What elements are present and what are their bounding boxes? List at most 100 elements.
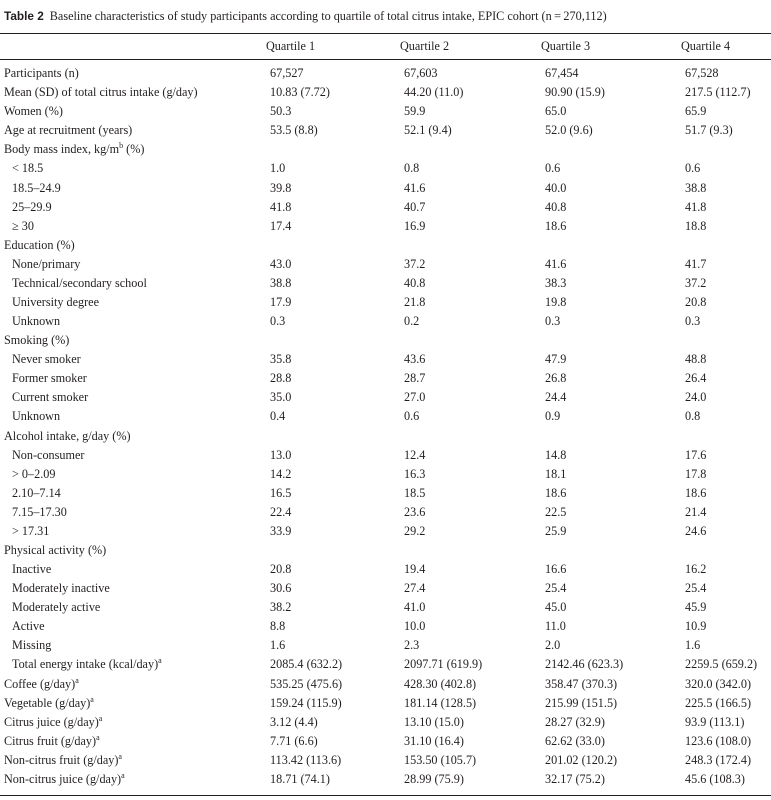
cell-quartile-1: 38.2 xyxy=(270,600,292,615)
cell-quartile-2: 23.6 xyxy=(404,504,426,519)
cell-quartile-1: 38.8 xyxy=(270,275,292,290)
cell-quartile-1 xyxy=(270,236,404,255)
cell-quartile-1: 18.71 (74.1) xyxy=(270,771,330,786)
row-label-text: Citrus juice (g/day) xyxy=(4,714,99,729)
table-row: Never smoker 35.8 43.6 47.9 48.8 xyxy=(0,350,771,369)
table-row: 25–29.9 41.8 40.7 40.8 41.8 xyxy=(0,198,771,217)
row-label: Non-citrus fruit (g/day)a xyxy=(0,751,270,770)
row-label: > 0–2.09 xyxy=(0,465,270,484)
cell-quartile-3: 52.0 (9.6) xyxy=(545,123,593,138)
row-label: Moderately active xyxy=(0,598,270,617)
row-label: Former smoker xyxy=(0,369,270,388)
cell-quartile-2 xyxy=(404,140,545,159)
table-row: Vegetable (g/day)a 159.24 (115.9) 181.14 (… xyxy=(0,694,771,713)
cell-quartile-2: 19.4 xyxy=(404,562,426,577)
cell-quartile-1: 8.8 xyxy=(270,619,286,634)
row-label-text: Physical activity (%) xyxy=(4,542,107,557)
cell-quartile-2: 153.50 (105.7) xyxy=(404,752,477,767)
cell-quartile-1: 1.6 xyxy=(270,638,286,653)
table-row: Current smoker 35.0 27.0 24.4 24.0 xyxy=(0,388,771,407)
table-row: Non-citrus juice (g/day)a 18.71 (74.1) 28.… xyxy=(0,770,771,789)
cell-quartile-2: 31.10 (16.4) xyxy=(404,733,464,748)
table-row: Moderately active 38.2 41.0 45.0 45.9 xyxy=(0,598,771,617)
cell-quartile-3: 215.99 (151.5) xyxy=(545,695,618,710)
cell-quartile-4: 16.2 xyxy=(685,562,707,577)
cell-quartile-3: 25.9 xyxy=(545,523,567,538)
cell-quartile-3: 32.17 (75.2) xyxy=(545,771,605,786)
cell-quartile-2 xyxy=(404,236,545,255)
table-caption: Table 2 Baseline characteristics of study… xyxy=(4,9,764,24)
row-label: Inactive xyxy=(0,560,270,579)
cell-quartile-1: 33.9 xyxy=(270,523,292,538)
cell-quartile-1: 10.83 (7.72) xyxy=(270,85,330,100)
cell-quartile-1: 20.8 xyxy=(270,562,292,577)
cell-quartile-4: 123.6 (108.0) xyxy=(685,733,752,748)
row-label: Women (%) xyxy=(0,102,270,121)
cell-quartile-1: 53.5 (8.8) xyxy=(270,123,318,138)
cell-quartile-1: 35.0 xyxy=(270,390,292,405)
cell-quartile-2: 428.30 (402.8) xyxy=(404,676,477,691)
cell-quartile-4 xyxy=(685,331,771,350)
cell-quartile-2: 44.20 (11.0) xyxy=(404,85,464,100)
table-row: Inactive 20.8 19.4 16.6 16.2 xyxy=(0,560,771,579)
top-rule xyxy=(0,33,771,34)
cell-quartile-2: 41.0 xyxy=(404,600,426,615)
cell-quartile-3: 62.62 (33.0) xyxy=(545,733,605,748)
cell-quartile-3: 201.02 (120.2) xyxy=(545,752,618,767)
cell-quartile-2: 12.4 xyxy=(404,447,426,462)
cell-quartile-3: 0.9 xyxy=(545,409,561,424)
table-caption-text: Baseline characteristics of study partic… xyxy=(49,9,607,23)
row-label: Moderately inactive xyxy=(0,579,270,598)
cell-quartile-4 xyxy=(685,426,771,445)
cell-quartile-1: 17.4 xyxy=(270,218,292,233)
row-label-text: Inactive xyxy=(12,562,52,577)
row-label-text: Unknown xyxy=(12,314,61,329)
row-label: Current smoker xyxy=(0,388,270,407)
row-label-text: > 17.31 xyxy=(12,523,50,538)
row-label-text: Age at recruitment (years) xyxy=(4,123,133,138)
cell-quartile-4: 51.7 (9.3) xyxy=(685,123,733,138)
cell-quartile-4: 45.6 (108.3) xyxy=(685,771,745,786)
table-row: None/primary 43.0 37.2 41.6 41.7 xyxy=(0,255,771,274)
cell-quartile-2: 16.3 xyxy=(404,466,426,481)
column-header-quartile-1: Quartile 1 xyxy=(266,39,316,53)
cell-quartile-2: 29.2 xyxy=(404,523,426,538)
cell-quartile-3: 26.8 xyxy=(545,371,567,386)
footnote-marker: a xyxy=(96,732,100,742)
cell-quartile-4: 248.3 (172.4) xyxy=(685,752,752,767)
cell-quartile-1: 113.42 (113.6) xyxy=(270,752,342,767)
row-label-text: Technical/secondary school xyxy=(12,275,147,290)
table-row: 7.15–17.30 22.4 23.6 22.5 21.4 xyxy=(0,503,771,522)
table-row: University degree 17.9 21.8 19.8 20.8 xyxy=(0,293,771,312)
row-label: Total energy intake (kcal/day)a xyxy=(0,655,270,674)
cell-quartile-3: 28.27 (32.9) xyxy=(545,714,605,729)
cell-quartile-2: 0.6 xyxy=(404,409,420,424)
table-row: Physical activity (%) xyxy=(0,541,771,560)
cell-quartile-4: 26.4 xyxy=(685,371,707,386)
cell-quartile-1: 39.8 xyxy=(270,180,292,195)
cell-quartile-3: 2142.46 (623.3) xyxy=(545,657,624,672)
cell-quartile-4: 67,528 xyxy=(685,66,719,81)
row-label: Unknown xyxy=(0,407,270,426)
row-label-text: < 18.5 xyxy=(12,161,44,176)
cell-quartile-3: 2.0 xyxy=(545,638,561,653)
cell-quartile-4: 45.9 xyxy=(685,600,707,615)
cell-quartile-1: 67,527 xyxy=(270,66,304,81)
row-label-text: Mean (SD) of total citrus intake (g/day) xyxy=(4,85,198,100)
cell-quartile-4: 48.8 xyxy=(685,352,707,367)
row-label: 25–29.9 xyxy=(0,198,270,217)
cell-quartile-4: 320.0 (342.0) xyxy=(685,676,752,691)
cell-quartile-1: 14.2 xyxy=(270,466,292,481)
cell-quartile-2: 16.9 xyxy=(404,218,426,233)
table-row: Coffee (g/day)a 535.25 (475.6) 428.30 (402… xyxy=(0,675,771,694)
cell-quartile-3 xyxy=(545,140,685,159)
cell-quartile-4: 93.9 (113.1) xyxy=(685,714,745,729)
cell-quartile-3: 18.6 xyxy=(545,218,567,233)
row-label-text: Vegetable (g/day) xyxy=(4,695,91,710)
cell-quartile-4: 0.3 xyxy=(685,314,701,329)
cell-quartile-1: 0.4 xyxy=(270,409,286,424)
table-row: Non-consumer 13.0 12.4 14.8 17.6 xyxy=(0,446,771,465)
cell-quartile-3: 41.6 xyxy=(545,256,567,271)
cell-quartile-2: 37.2 xyxy=(404,256,426,271)
cell-quartile-4: 41.8 xyxy=(685,199,707,214)
